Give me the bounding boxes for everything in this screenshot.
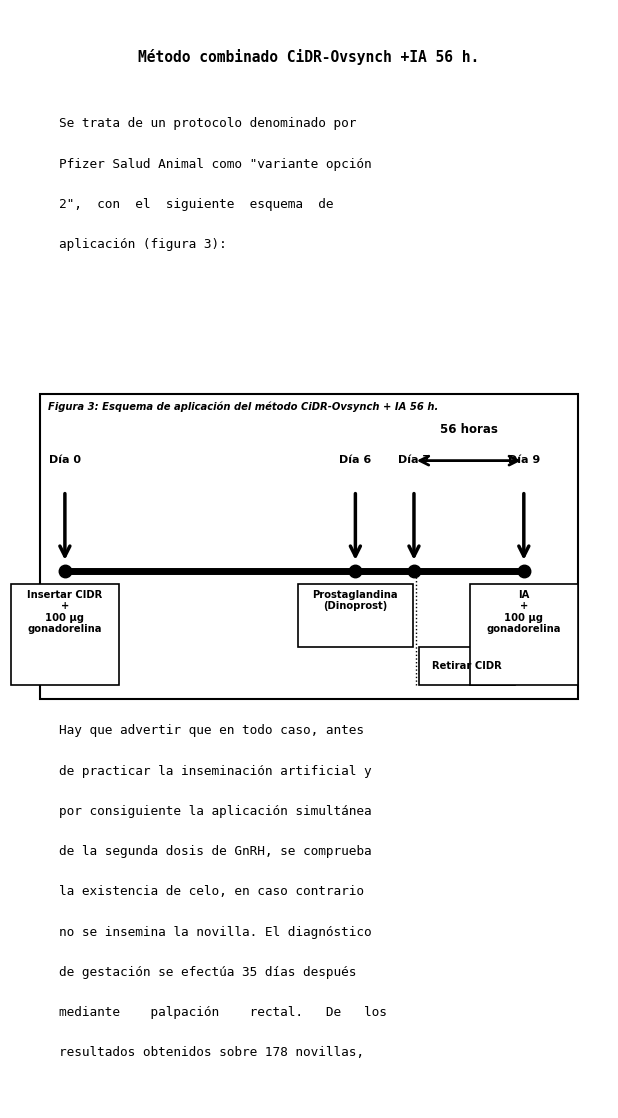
- Text: Día 6: Día 6: [339, 455, 371, 465]
- Text: Figura 3: Esquema de aplicación del método CiDR-Ovsynch + IA 56 h.: Figura 3: Esquema de aplicación del méto…: [48, 401, 438, 411]
- Text: Hay que advertir que en todo caso, antes: Hay que advertir que en todo caso, antes: [59, 724, 364, 738]
- Text: Día 0: Día 0: [49, 455, 81, 465]
- Bar: [419, 647, 515, 685]
- Bar: [11, 584, 119, 685]
- Text: de la segunda dosis de GnRH, se comprueba: de la segunda dosis de GnRH, se comprueb…: [59, 845, 371, 859]
- Bar: [298, 584, 413, 647]
- Text: Día 9: Día 9: [508, 455, 540, 465]
- Text: Día 7: Día 7: [398, 455, 430, 465]
- Bar: [40, 394, 578, 699]
- Text: Se trata de un protocolo denominado por: Se trata de un protocolo denominado por: [59, 117, 356, 131]
- Text: mediante    palpación    rectal.   De   los: mediante palpación rectal. De los: [59, 1006, 387, 1020]
- Text: 2",  con  el  siguiente  esquema  de: 2", con el siguiente esquema de: [59, 198, 333, 211]
- Text: aplicación (figura 3):: aplicación (figura 3):: [59, 238, 226, 252]
- Text: resultados obtenidos sobre 178 novillas,: resultados obtenidos sobre 178 novillas,: [59, 1046, 364, 1060]
- Text: Retirar CIDR: Retirar CIDR: [432, 661, 501, 671]
- Text: la existencia de celo, en caso contrario: la existencia de celo, en caso contrario: [59, 885, 364, 899]
- Text: IA
+
100 μg
gonadorelina: IA + 100 μg gonadorelina: [486, 589, 561, 634]
- Text: por consiguiente la aplicación simultánea: por consiguiente la aplicación simultáne…: [59, 805, 371, 818]
- Text: Insertar CIDR
+
100 μg
gonadorelina: Insertar CIDR + 100 μg gonadorelina: [27, 589, 103, 634]
- Bar: [470, 584, 578, 685]
- Text: Método combinado CiDR-Ovsynch +IA 56 h.: Método combinado CiDR-Ovsynch +IA 56 h.: [138, 49, 480, 65]
- Text: Pfizer Salud Animal como "variante opción: Pfizer Salud Animal como "variante opció…: [59, 158, 371, 171]
- Text: de practicar la inseminación artificial y: de practicar la inseminación artificial …: [59, 765, 371, 778]
- Text: 56 horas: 56 horas: [440, 423, 498, 436]
- Text: no se insemina la novilla. El diagnóstico: no se insemina la novilla. El diagnóstic…: [59, 926, 371, 939]
- Text: de gestación se efectúa 35 días después: de gestación se efectúa 35 días después: [59, 966, 356, 979]
- Text: Prostaglandina
(Dinoprost): Prostaglandina (Dinoprost): [313, 589, 398, 612]
